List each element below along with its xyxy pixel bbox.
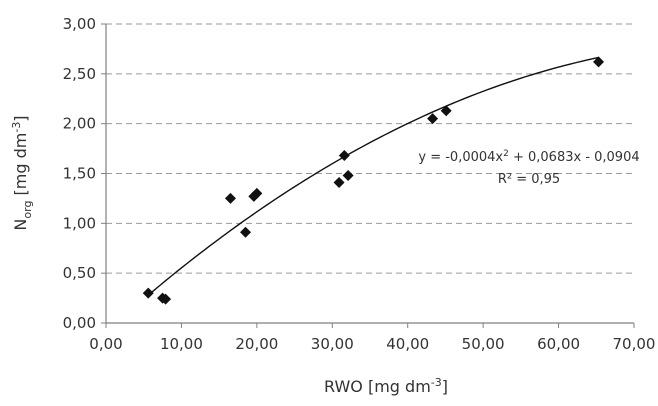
data-point (224, 192, 236, 204)
x-tick-label: 10,00 (160, 335, 203, 353)
x-tick-label: 50,00 (462, 335, 505, 353)
x-tick-label: 20,00 (235, 335, 278, 353)
trendline (147, 56, 599, 296)
data-point (440, 105, 452, 117)
data-point (593, 56, 605, 68)
y-tick-label: 1,00 (63, 214, 96, 232)
y-axis-title: Norg [mg dm-3] (10, 115, 34, 230)
gridlines (106, 23, 634, 274)
x-axis-title: RWO [mg dm-3] (324, 376, 448, 396)
y-tick-label: 0,00 (63, 314, 96, 332)
y-tick-label: 3,00 (63, 15, 96, 33)
data-point (240, 226, 252, 238)
y-tick-label: 0,50 (63, 264, 96, 282)
x-tick-label: 0,00 (89, 335, 122, 353)
x-tick-label: 60,00 (537, 335, 580, 353)
data-point (251, 187, 263, 199)
y-tick-labels: 0,00 0,50 1,00 1,50 2,00 2,50 3,00 (63, 15, 96, 332)
axes (101, 23, 635, 328)
data-points (142, 56, 605, 305)
r-squared-label: R² = 0,95 (498, 172, 560, 187)
trendline-equation: y = -0,0004x2 + 0,0683x - 0,0904 (418, 149, 639, 165)
data-point (142, 287, 154, 299)
y-tick-label: 1,50 (63, 165, 96, 183)
x-tick-label: 70,00 (613, 335, 656, 353)
x-tick-label: 40,00 (386, 335, 429, 353)
y-tick-label: 2,50 (63, 65, 96, 83)
data-point (160, 293, 172, 305)
y-tick-label: 2,00 (63, 115, 96, 133)
x-tick-labels: 0,00 10,00 20,00 30,00 40,00 50,00 60,00 70,00 (89, 335, 655, 353)
data-point (338, 150, 350, 162)
data-point (342, 169, 354, 181)
data-point (333, 176, 345, 188)
data-point (427, 113, 439, 125)
x-tick-label: 30,00 (311, 335, 354, 353)
